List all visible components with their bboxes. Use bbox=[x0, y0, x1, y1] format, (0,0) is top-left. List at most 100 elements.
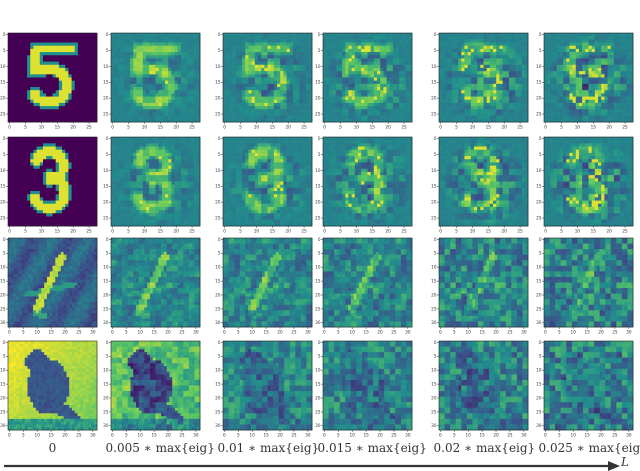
x-tick-label: 5 bbox=[560, 229, 563, 234]
x-tick-label: 10 bbox=[250, 330, 256, 335]
y-tick-label: 20 bbox=[103, 395, 109, 400]
x-tick-label: 25 bbox=[86, 125, 92, 130]
y-tick-label: 25 bbox=[315, 215, 321, 220]
x-tick-label: 10 bbox=[350, 330, 356, 335]
x-tick-label: 30 bbox=[521, 433, 527, 438]
x-tick-label: 5 bbox=[560, 125, 563, 130]
x-tick-label: 10 bbox=[571, 433, 577, 438]
x-tick-label: 10 bbox=[138, 433, 144, 438]
x-tick-label: 25 bbox=[622, 125, 628, 130]
x-tick-label: 25 bbox=[301, 125, 307, 130]
y-tick-label: 5 bbox=[318, 152, 321, 157]
y-tick-label: 0 bbox=[3, 340, 6, 345]
y-tick-label: 0 bbox=[106, 237, 109, 242]
y-tick-label: 5 bbox=[434, 48, 437, 53]
y-tick-label: 15 bbox=[0, 184, 6, 189]
x-tick-label: 15 bbox=[363, 330, 369, 335]
x-tick-label: 15 bbox=[584, 433, 590, 438]
y-tick-label: 5 bbox=[218, 354, 221, 359]
x-tick-label: 15 bbox=[158, 229, 164, 234]
y-tick-label: 5 bbox=[3, 48, 6, 53]
x-tick-label: 10 bbox=[466, 330, 472, 335]
x-tick-label: 30 bbox=[626, 433, 632, 438]
x-tick-label: 20 bbox=[501, 229, 507, 234]
x-tick-label: 0 bbox=[223, 229, 226, 234]
x-tick-label: 5 bbox=[239, 229, 242, 234]
y-tick-label: 0 bbox=[106, 32, 109, 37]
y-tick-label: 5 bbox=[218, 48, 221, 53]
x-tick-label: 15 bbox=[263, 433, 269, 438]
x-tick-label: 20 bbox=[277, 330, 283, 335]
x-tick-label: 10 bbox=[254, 125, 260, 130]
x-tick-label: 0 bbox=[111, 433, 114, 438]
y-tick-label: 30 bbox=[536, 423, 542, 428]
x-tick-label: 25 bbox=[622, 229, 628, 234]
y-tick-label: 25 bbox=[536, 215, 542, 220]
y-tick-label: 20 bbox=[215, 200, 221, 205]
y-tick-label: 15 bbox=[536, 279, 542, 284]
x-tick-label: 5 bbox=[24, 229, 27, 234]
x-tick-label: 25 bbox=[507, 330, 513, 335]
x-tick-label: 25 bbox=[391, 433, 397, 438]
y-tick-label: 15 bbox=[103, 184, 109, 189]
y-tick-label: 25 bbox=[103, 215, 109, 220]
column-label-3: 0.01 ∗ max{eig} bbox=[218, 441, 318, 455]
x-tick-label: 25 bbox=[612, 433, 618, 438]
column-label-4: 0.015 ∗ max{eig} bbox=[318, 441, 418, 455]
y-tick-label: 20 bbox=[315, 96, 321, 101]
y-tick-label: 0 bbox=[434, 136, 437, 141]
column-label-2: 0.005 ∗ max{eig} bbox=[106, 441, 206, 455]
x-tick-label: 5 bbox=[125, 330, 128, 335]
x-tick-label: 15 bbox=[270, 229, 276, 234]
x-tick-label: 15 bbox=[48, 330, 54, 335]
x-tick-label: 25 bbox=[76, 433, 82, 438]
x-tick-label: 25 bbox=[517, 125, 523, 130]
y-tick-label: 10 bbox=[0, 64, 6, 69]
x-tick-label: 25 bbox=[291, 330, 297, 335]
y-tick-label: 5 bbox=[106, 48, 109, 53]
y-tick-label: 0 bbox=[434, 340, 437, 345]
x-tick-label: 15 bbox=[158, 125, 164, 130]
x-tick-label: 25 bbox=[301, 229, 307, 234]
y-tick-label: 10 bbox=[431, 368, 437, 373]
x-tick-label: 10 bbox=[575, 229, 581, 234]
x-tick-label: 0 bbox=[8, 125, 11, 130]
x-tick-label: 5 bbox=[237, 433, 240, 438]
x-tick-label: 5 bbox=[127, 125, 130, 130]
y-tick-label: 10 bbox=[103, 168, 109, 173]
y-tick-label: 30 bbox=[215, 423, 221, 428]
x-tick-label: 10 bbox=[142, 125, 148, 130]
y-tick-label: 10 bbox=[536, 368, 542, 373]
y-tick-label: 10 bbox=[215, 168, 221, 173]
y-tick-label: 20 bbox=[536, 292, 542, 297]
y-tick-label: 10 bbox=[431, 168, 437, 173]
y-tick-label: 10 bbox=[536, 168, 542, 173]
x-tick-label: 0 bbox=[323, 229, 326, 234]
x-tick-label: 10 bbox=[575, 125, 581, 130]
y-tick-label: 15 bbox=[215, 184, 221, 189]
x-tick-label: 20 bbox=[385, 125, 391, 130]
y-tick-label: 5 bbox=[3, 152, 6, 157]
y-tick-label: 20 bbox=[431, 200, 437, 205]
y-tick-label: 15 bbox=[431, 279, 437, 284]
x-tick-label: 20 bbox=[62, 330, 68, 335]
x-tick-label: 5 bbox=[237, 330, 240, 335]
y-tick-label: 0 bbox=[318, 32, 321, 37]
y-tick-label: 15 bbox=[315, 184, 321, 189]
x-tick-label: 15 bbox=[479, 330, 485, 335]
x-tick-label: 5 bbox=[239, 125, 242, 130]
x-tick-label: 10 bbox=[250, 433, 256, 438]
x-tick-label: 25 bbox=[179, 433, 185, 438]
y-tick-label: 30 bbox=[315, 320, 321, 325]
x-tick-label: 0 bbox=[323, 125, 326, 130]
x-tick-label: 20 bbox=[385, 229, 391, 234]
x-tick-label: 10 bbox=[39, 125, 45, 130]
x-tick-label: 25 bbox=[179, 330, 185, 335]
y-tick-label: 10 bbox=[431, 265, 437, 270]
